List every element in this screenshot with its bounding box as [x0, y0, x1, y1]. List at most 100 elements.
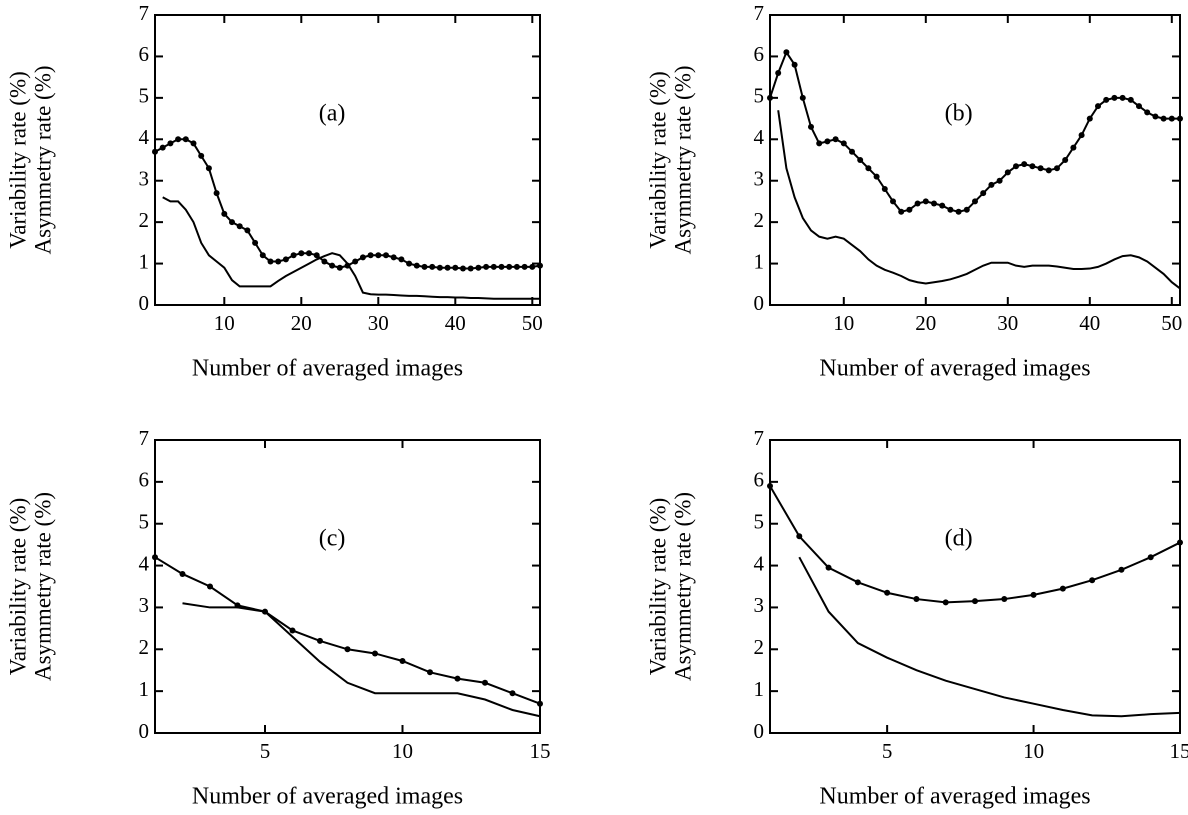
marker — [289, 627, 296, 634]
marker — [306, 250, 312, 257]
x-tick-label: 30 — [368, 311, 389, 335]
marker — [775, 70, 782, 76]
series-line — [162, 196, 540, 300]
marker — [252, 239, 259, 246]
marker — [521, 263, 528, 270]
y-axis-title: Asymmetry rate (%) — [670, 65, 695, 254]
marker — [884, 589, 891, 596]
y-tick-label: 4 — [754, 551, 765, 575]
y-tick-label: 2 — [139, 635, 150, 659]
x-tick-label: 20 — [291, 311, 312, 335]
marker — [881, 186, 888, 192]
plot-frame — [769, 14, 1181, 306]
marker — [1037, 165, 1044, 172]
x-tick-label: 15 — [530, 739, 551, 763]
marker — [1004, 169, 1011, 176]
x-tick-label: 10 — [214, 311, 235, 335]
marker — [996, 177, 1003, 184]
x-tick-label: 40 — [1079, 311, 1100, 335]
y-tick-label: 5 — [139, 84, 150, 108]
marker — [198, 152, 205, 159]
x-tick-label: 10 — [833, 311, 854, 335]
x-tick-label: 10 — [1023, 739, 1044, 763]
marker — [221, 210, 228, 217]
series-line — [777, 110, 1181, 290]
marker — [152, 554, 158, 561]
y-tick-label: 0 — [754, 719, 765, 743]
marker — [159, 144, 166, 151]
marker — [791, 61, 798, 68]
marker — [1095, 103, 1101, 110]
series-line — [769, 50, 1180, 213]
marker — [1045, 167, 1052, 174]
marker — [906, 206, 913, 213]
marker — [1029, 163, 1036, 170]
marker — [783, 49, 790, 56]
marker — [955, 208, 962, 215]
marker — [767, 483, 773, 490]
y-tick-label: 6 — [139, 468, 150, 492]
y-tick-label: 4 — [754, 125, 765, 149]
marker — [767, 94, 773, 101]
marker — [375, 252, 382, 259]
marker — [963, 206, 970, 213]
marker — [1127, 96, 1134, 103]
marker — [436, 264, 443, 271]
plot-frame — [769, 439, 1181, 734]
marker — [1001, 596, 1008, 603]
marker — [509, 690, 516, 697]
marker — [444, 264, 451, 271]
series-line — [769, 485, 1181, 604]
y-tick-label: 2 — [139, 208, 150, 232]
marker — [483, 263, 490, 270]
y-tick-label: 0 — [139, 291, 150, 315]
marker — [1103, 96, 1110, 103]
marker — [352, 258, 359, 265]
y-tick-label: 3 — [754, 593, 765, 617]
marker — [865, 165, 872, 172]
marker — [972, 198, 978, 205]
marker — [1152, 113, 1159, 120]
marker — [913, 596, 920, 603]
marker — [482, 679, 488, 686]
marker — [808, 123, 814, 130]
marker — [460, 265, 466, 272]
y-axis-title: Variability rate (%) — [5, 498, 30, 676]
marker — [399, 658, 406, 665]
marker — [824, 138, 831, 145]
marker — [207, 583, 213, 590]
marker — [236, 223, 243, 230]
marker — [167, 140, 174, 147]
marker — [390, 254, 397, 261]
marker — [799, 94, 806, 101]
marker — [372, 650, 378, 657]
marker — [213, 190, 220, 197]
marker — [454, 675, 461, 682]
marker — [1030, 591, 1037, 598]
marker — [988, 181, 995, 188]
y-tick-label: 7 — [754, 426, 765, 450]
marker — [244, 227, 251, 234]
y-tick-label: 1 — [139, 677, 150, 701]
y-tick-label: 1 — [754, 677, 765, 701]
marker — [840, 140, 847, 147]
x-tick-label: 5 — [882, 739, 893, 763]
marker — [475, 264, 482, 271]
marker — [1119, 94, 1126, 101]
y-tick-label: 1 — [754, 249, 765, 273]
panel-label: (d) — [945, 526, 973, 552]
y-axis-title: Variability rate (%) — [645, 498, 670, 676]
y-axis-title: Variability rate (%) — [5, 71, 30, 249]
y-tick-label: 6 — [139, 42, 150, 66]
marker — [513, 263, 520, 270]
y-tick-label: 5 — [754, 84, 765, 108]
marker — [890, 198, 896, 205]
y-tick-label: 1 — [139, 249, 150, 273]
y-tick-label: 0 — [139, 719, 150, 743]
y-tick-label: 3 — [754, 167, 765, 191]
y-axis-title: Asymmetry rate (%) — [30, 492, 55, 681]
marker — [317, 637, 323, 644]
marker — [1059, 585, 1066, 592]
plot-frame — [154, 14, 541, 306]
